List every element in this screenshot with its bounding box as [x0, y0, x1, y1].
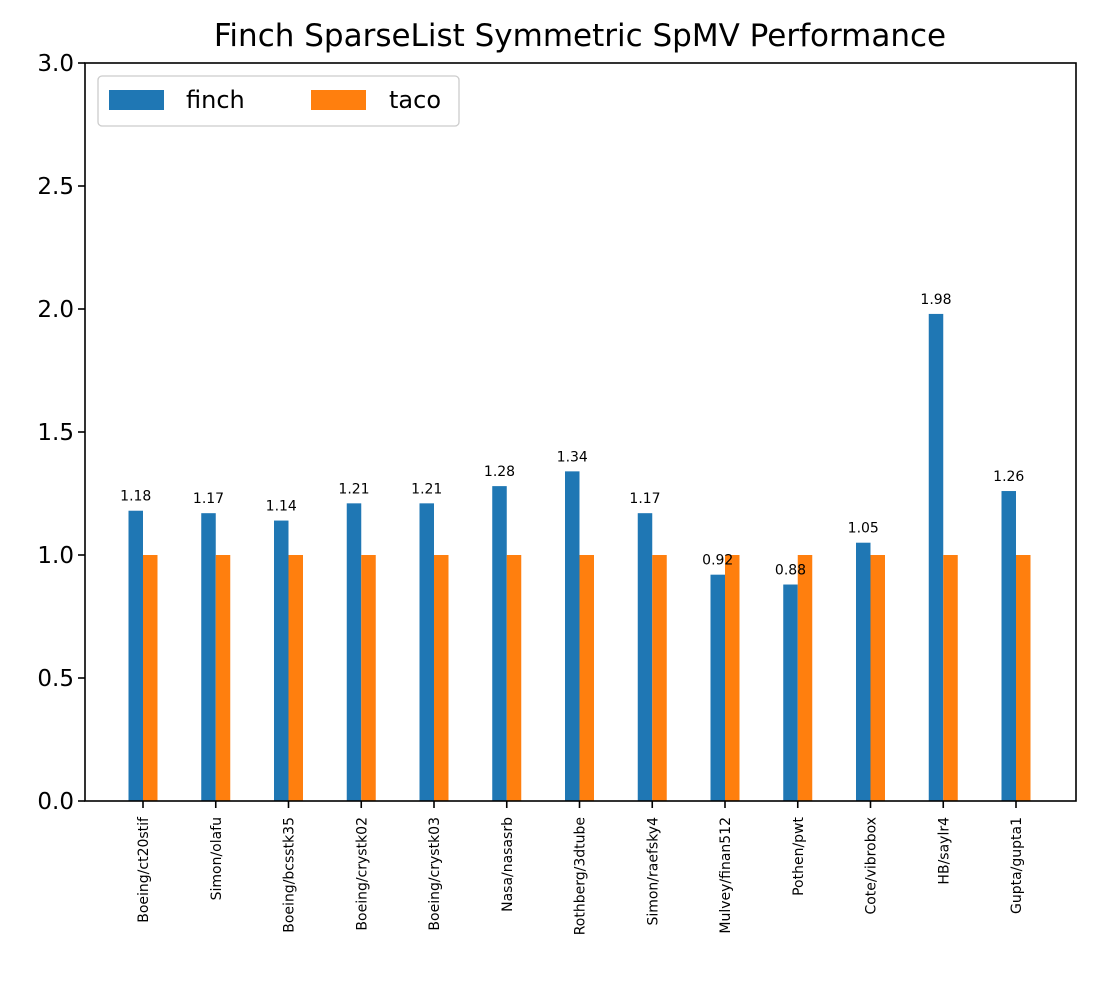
x-tick-label: Boeing/bcsstk35 — [282, 817, 298, 933]
bar-finch — [1001, 491, 1016, 801]
y-tick-label: 1.0 — [37, 543, 74, 569]
bar-taco — [725, 555, 740, 801]
y-tick-label: 0.0 — [37, 789, 74, 815]
bar-taco — [870, 555, 885, 801]
bar-finch — [856, 542, 871, 801]
legend-label-taco: taco — [389, 86, 441, 114]
bar-finch — [346, 503, 362, 801]
data-label: 1.05 — [848, 521, 879, 537]
bar-taco — [288, 555, 303, 801]
x-tick-label: HB/saylr4 — [936, 817, 952, 885]
bar-finch — [637, 513, 653, 801]
x-tick-label: Nasa/nasasrb — [500, 817, 516, 912]
data-label: 1.98 — [920, 292, 951, 308]
bar-finch — [274, 520, 289, 801]
data-label: 1.34 — [557, 449, 588, 465]
legend: finch taco — [97, 75, 460, 127]
data-label: 1.21 — [338, 481, 369, 497]
y-tick-label: 3.0 — [37, 51, 74, 77]
data-label: 1.21 — [411, 481, 442, 497]
bar-taco — [797, 555, 813, 801]
x-tick-label: Boeing/crystk03 — [427, 817, 443, 931]
bar-finch — [492, 486, 507, 801]
x-tick-label: Boeing/crystk02 — [354, 817, 370, 931]
x-tick-label: Mulvey/finan512 — [718, 817, 734, 934]
bar-finch — [201, 513, 216, 801]
x-tick-label: Gupta/gupta1 — [1009, 817, 1025, 914]
y-tick-label: 1.5 — [37, 420, 74, 446]
x-tick-label: Pothen/pwt — [791, 816, 807, 895]
bar-taco — [215, 555, 231, 801]
x-tick-label: Simon/olafu — [209, 817, 225, 900]
x-tick-label: Cote/vibrobox — [864, 817, 880, 915]
bar-finch — [128, 510, 143, 801]
data-label: 1.14 — [266, 499, 297, 515]
bar-taco — [652, 555, 667, 801]
bar-finch — [565, 471, 580, 801]
legend-swatch-taco — [311, 90, 366, 110]
plot-area: 0.0 0.5 1.0 1.5 2.0 2.5 3.0 Boeing/ct20stif 1.18… — [37, 51, 1031, 935]
data-label: 0.88 — [775, 563, 806, 579]
y-tick-label: 2.5 — [37, 174, 74, 200]
bar-taco — [143, 555, 158, 801]
bar-taco — [361, 555, 376, 801]
x-tick-label: Simon/raefsky4 — [645, 817, 661, 926]
data-label: 0.92 — [702, 553, 733, 569]
bar-taco — [506, 555, 522, 801]
bar-taco — [434, 555, 449, 801]
axes-frame — [84, 62, 1077, 802]
y-tick-label: 2.0 — [37, 297, 74, 323]
data-label: 1.28 — [484, 464, 515, 480]
chart-title: Finch SparseList Symmetric SpMV Performa… — [214, 18, 946, 54]
data-label: 1.26 — [993, 469, 1024, 485]
x-tick-label: Boeing/ct20stif — [136, 816, 152, 923]
legend-box — [97, 75, 460, 127]
bar-taco — [943, 555, 958, 801]
x-tick-label: Rothberg/3dtube — [573, 817, 589, 935]
legend-label-finch: finch — [186, 86, 245, 114]
bar-finch — [419, 503, 434, 801]
data-label: 1.17 — [629, 491, 660, 507]
legend-swatch-finch — [109, 90, 164, 110]
bar-finch — [928, 313, 944, 801]
data-label: 1.18 — [120, 489, 151, 505]
data-label: 1.17 — [193, 491, 224, 507]
y-tick-label: 0.5 — [37, 666, 74, 692]
bar-finch — [710, 574, 725, 801]
bar-taco — [579, 555, 594, 801]
bar-taco — [1016, 555, 1031, 801]
bar-finch — [783, 584, 798, 801]
